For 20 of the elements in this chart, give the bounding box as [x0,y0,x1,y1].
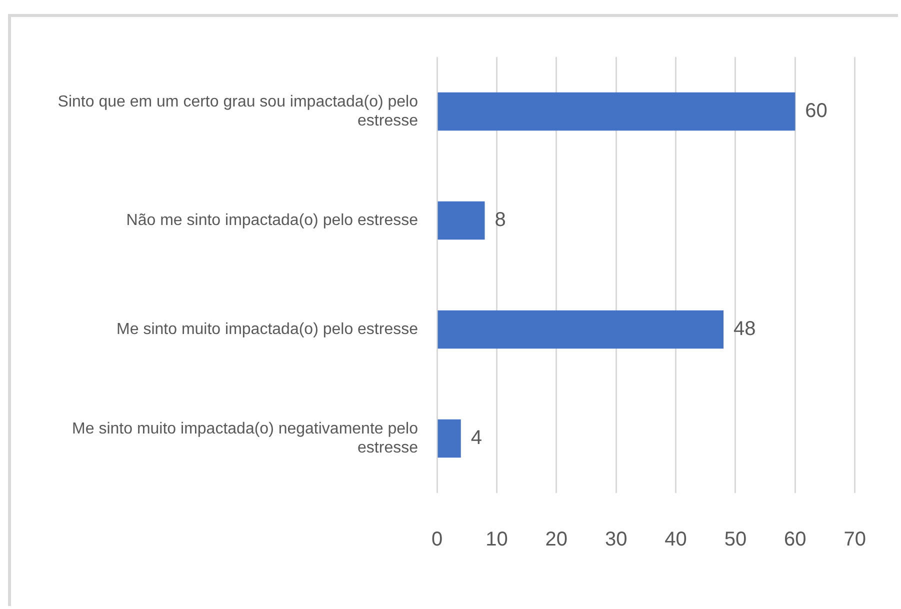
bar [438,201,485,240]
data-label: 4 [470,427,482,450]
x-tick-label: 20 [545,528,568,551]
y-tick-label: Me sinto muito impactada(o) pelo estresse [116,320,418,338]
x-tick-label: 70 [844,528,866,551]
data-label: 48 [734,318,756,340]
x-tick-label: 0 [431,528,443,551]
x-tick-label: 30 [604,528,628,551]
y-tick-label: Sinto que em um certo grau sou impactada(o) pelo estresse [58,93,418,130]
x-tick-label: 60 [784,528,806,551]
data-label: 60 [805,100,828,122]
x-tick-label: 10 [486,528,508,551]
bar [438,419,461,458]
data-label: 8 [494,209,506,232]
x-tick-label: 50 [724,528,747,551]
bar [438,310,724,349]
x-tick-label: 40 [664,528,687,551]
y-tick-label: Me sinto muito impactada(o) negativamente pelo estresse [72,420,418,457]
y-tick-label: Não me sinto impactada(o) pelo estresse [126,212,418,229]
bar [438,92,796,131]
